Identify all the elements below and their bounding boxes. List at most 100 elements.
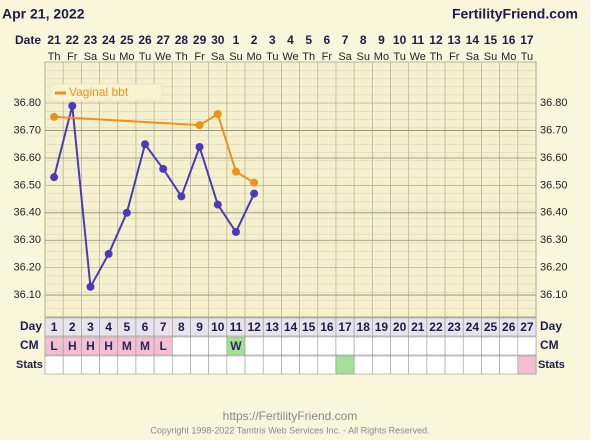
stats-cell — [190, 355, 209, 375]
chart-date: Apr 21, 2022 — [2, 6, 85, 22]
cm-cell — [499, 336, 519, 356]
stats-cell — [208, 355, 228, 375]
cm-label: H — [86, 339, 95, 353]
data-point — [213, 200, 222, 209]
date-label: 9 — [378, 33, 385, 47]
stats-cell — [299, 355, 319, 375]
date-label: 26 — [138, 33, 152, 47]
date-label: 11 — [411, 33, 424, 47]
day-label: 11 — [230, 320, 243, 334]
day-label: 10 — [211, 320, 225, 334]
stats-cell — [353, 355, 373, 375]
data-point — [141, 140, 150, 149]
series-line — [53, 105, 256, 291]
day-label: 22 — [429, 320, 443, 334]
weekday-label: Th — [302, 51, 315, 63]
date-label: 16 — [502, 33, 516, 47]
date-label: 4 — [287, 33, 294, 47]
weekday-label: Th — [48, 51, 61, 63]
weekday-label: Su — [229, 51, 242, 63]
cm-cell — [171, 336, 191, 356]
stats-cell — [244, 355, 264, 375]
row-label: Day — [20, 319, 42, 333]
date-label: 21 — [47, 33, 61, 47]
cm-cell — [262, 336, 282, 356]
day-label: 8 — [178, 320, 185, 334]
y-tick-label: 36.70 — [13, 124, 41, 136]
day-label: 2 — [69, 320, 76, 334]
day-label: 23 — [447, 320, 461, 334]
date-label: 15 — [484, 33, 498, 47]
day-label: 1 — [51, 320, 58, 334]
cm-cell — [517, 336, 537, 356]
cm-label: W — [230, 339, 242, 353]
y-tick-label: 36.60 — [13, 152, 41, 164]
y-tick-label: 36.50 — [13, 179, 41, 191]
stats-cell — [281, 355, 300, 375]
date-label: 7 — [342, 33, 349, 47]
data-point — [195, 121, 204, 130]
data-point — [68, 101, 77, 110]
data-point — [250, 189, 259, 198]
weekday-label: We — [155, 51, 171, 63]
weekday-label: Su — [357, 51, 370, 63]
copyright: Copyright 1998-2022 Tamtris Web Services… — [150, 425, 429, 435]
cm-cell — [208, 336, 228, 356]
day-label: 13 — [266, 320, 280, 334]
weekday-label: Tu — [521, 51, 533, 63]
stats-cell — [499, 355, 519, 375]
date-label: 12 — [429, 33, 443, 47]
stats-marker — [335, 355, 355, 375]
y-tick-label: 36.80 — [540, 97, 568, 109]
day-label: 25 — [484, 320, 498, 334]
data-point — [231, 167, 240, 176]
weekday-label: Tu — [393, 51, 405, 63]
date-label: 23 — [84, 33, 98, 47]
row-label: Stats — [538, 359, 565, 371]
stats-cell — [171, 355, 191, 375]
stats-cell — [44, 355, 64, 375]
day-label: 6 — [142, 320, 149, 334]
date-label: 30 — [211, 33, 225, 47]
day-label: 12 — [247, 320, 261, 334]
cm-label: M — [140, 339, 150, 353]
y-tick-label: 36.20 — [540, 262, 568, 274]
cm-label: H — [68, 339, 77, 353]
weekday-label: Tu — [139, 51, 151, 63]
weekday-label: Tu — [266, 51, 278, 63]
stats-cell — [372, 355, 391, 375]
day-label: 27 — [520, 320, 534, 334]
row-label: Day — [540, 319, 562, 333]
data-point — [104, 249, 113, 258]
weekday-label: Fr — [449, 51, 460, 63]
day-label: 9 — [196, 320, 203, 334]
day-label: 16 — [320, 320, 334, 334]
stats-cell — [317, 355, 337, 375]
weekday-label: Mo — [119, 51, 134, 63]
data-point — [122, 208, 131, 217]
stats-cell — [481, 355, 500, 375]
weekday-label: We — [282, 51, 298, 63]
row-label: CM — [20, 338, 39, 352]
day-label: 19 — [375, 320, 389, 334]
day-label: 3 — [87, 320, 94, 334]
day-label: 26 — [502, 320, 516, 334]
stats-cell — [135, 355, 155, 375]
stats-cell — [81, 355, 100, 375]
stats-cell — [262, 355, 282, 375]
date-label: 17 — [520, 33, 534, 47]
cm-cell — [372, 336, 391, 356]
date-label: 2 — [251, 33, 258, 47]
weekday-label: Sa — [466, 51, 480, 63]
stats-cell — [462, 355, 482, 375]
stats-cell — [153, 355, 173, 375]
date-label: 27 — [157, 33, 171, 47]
data-point — [195, 143, 204, 151]
row-label: Stats — [16, 359, 43, 371]
weekday-label: Th — [430, 51, 443, 63]
day-label: 7 — [160, 320, 167, 334]
weekday-label: Fr — [194, 51, 205, 63]
day-cell — [517, 317, 537, 337]
day-label: 21 — [411, 320, 425, 334]
day-label: 15 — [302, 320, 316, 334]
